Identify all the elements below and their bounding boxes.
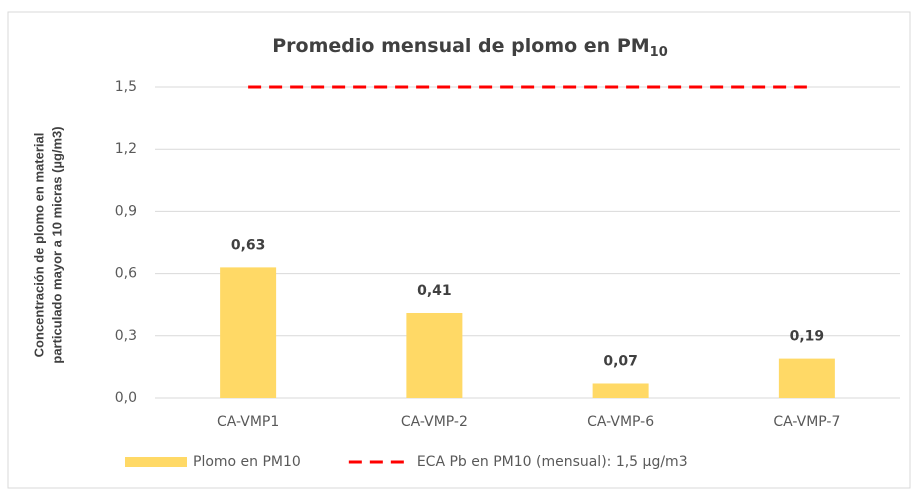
chart-title: Promedio mensual de plomo en PM10 xyxy=(272,35,668,60)
legend-label: ECA Pb en PM10 (mensual): 1,5 µg/m3 xyxy=(417,454,688,470)
x-tick-label: CA-VMP-6 xyxy=(587,414,654,430)
y-axis-title-line: Concentración de plomo en material xyxy=(31,133,46,358)
y-tick-label: 0,0 xyxy=(115,390,137,406)
y-tick-label: 1,2 xyxy=(115,141,137,157)
title-subscript: 10 xyxy=(650,45,668,60)
bar xyxy=(220,267,277,398)
data-label: 0,07 xyxy=(603,353,638,369)
legend-label: Plomo en PM10 xyxy=(193,454,301,470)
x-tick-label: CA-VMP-2 xyxy=(401,414,468,430)
bar xyxy=(406,312,463,398)
title-main: Promedio mensual de plomo en PM xyxy=(272,35,649,57)
y-tick-label: 0,6 xyxy=(115,266,137,282)
data-label: 0,63 xyxy=(231,237,266,253)
legend-swatch xyxy=(125,457,187,467)
y-tick-label: 0,9 xyxy=(115,203,137,219)
y-axis-title-line: particulado mayor a 10 micras (µg/m3) xyxy=(49,126,64,363)
data-label: 0,41 xyxy=(417,283,452,299)
y-axis-title: Concentración de plomo en material parti… xyxy=(31,126,64,363)
y-tick-label: 0,3 xyxy=(115,328,137,344)
bar xyxy=(592,383,649,398)
bar xyxy=(778,358,835,398)
data-label: 0,19 xyxy=(790,329,825,345)
y-tick-label: 1,5 xyxy=(115,79,137,95)
x-tick-label: CA-VMP1 xyxy=(217,414,279,430)
x-tick-label: CA-VMP-7 xyxy=(773,414,840,430)
chart-border xyxy=(7,11,911,489)
